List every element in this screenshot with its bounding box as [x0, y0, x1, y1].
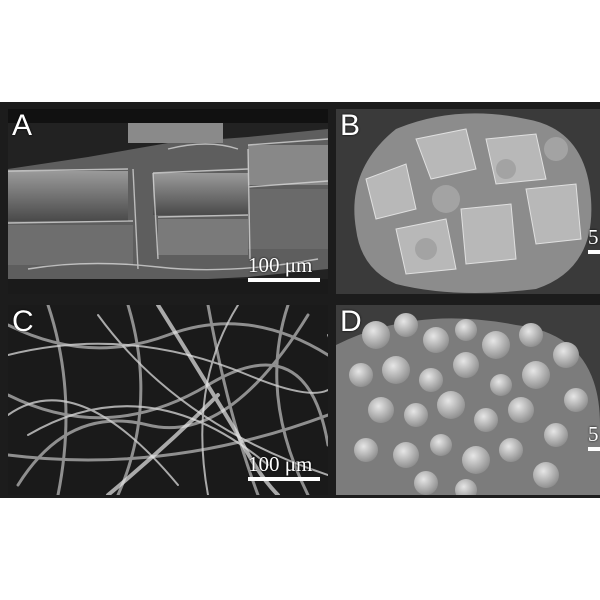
panel-b-label: B	[340, 109, 361, 142]
panel-d-image: D 5	[336, 305, 600, 495]
panel-b-image: B 5	[336, 109, 600, 294]
panel-d-scale-line	[588, 447, 600, 451]
panel-a-micrograph	[8, 109, 328, 294]
panel-b-scale-bar: 5	[588, 227, 600, 254]
sem-figure: A 100 μm B 5	[0, 102, 600, 498]
panel-d-scale-label: 5	[588, 422, 599, 446]
panel-a-scale-line	[248, 278, 320, 282]
panel-d-label: D	[340, 305, 362, 338]
panel-a-image: A 100 μm	[8, 109, 328, 294]
panel-b-scale-label: 5	[588, 225, 599, 249]
panel-c-scale-line	[248, 477, 320, 481]
panel-c-scale-label: 100 μm	[248, 452, 313, 476]
panel-c-micrograph	[8, 305, 328, 495]
panel-b-micrograph	[336, 109, 600, 294]
panel-a-label: A	[12, 109, 33, 142]
panel-c-scale-bar: 100 μm	[248, 454, 320, 481]
panel-b-scale-line	[588, 250, 600, 254]
panel-d-scale-bar: 5	[588, 424, 600, 451]
panel-c-image: C 100 μm	[8, 305, 328, 495]
panel-c-label: C	[12, 305, 34, 338]
panel-d-micrograph	[336, 305, 600, 495]
panel-a-scale-label: 100 μm	[248, 253, 313, 277]
panel-a-scale-bar: 100 μm	[248, 255, 320, 282]
